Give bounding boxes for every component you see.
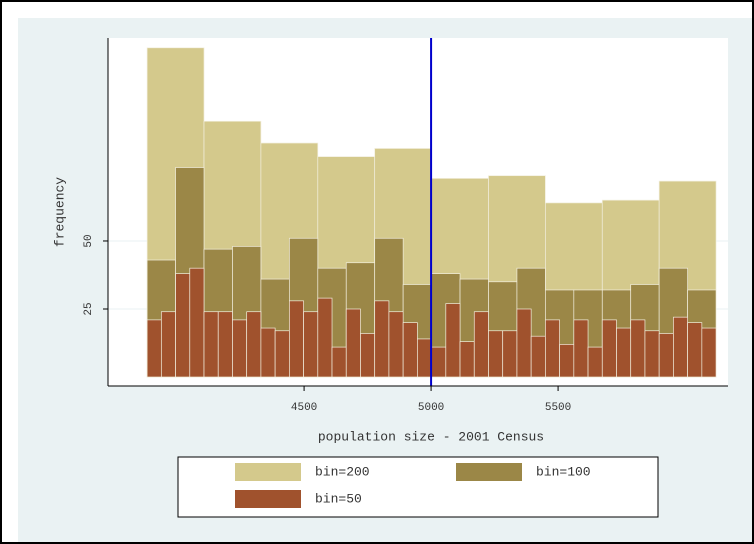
x-axis-title: population size - 2001 Census: [318, 429, 544, 444]
bar: [431, 346, 447, 378]
bar: [701, 327, 717, 378]
bar: [445, 303, 461, 378]
bar: [160, 311, 176, 378]
bar: [232, 319, 248, 378]
bar: [189, 267, 205, 378]
bar: [175, 273, 191, 378]
bar: [559, 344, 575, 378]
bar: [502, 330, 518, 378]
x-tick-label: 4500: [291, 402, 317, 414]
x-tick-label: 5500: [545, 402, 571, 414]
bar: [545, 319, 560, 378]
bar: [146, 319, 162, 378]
bar: [402, 322, 418, 378]
bar: [630, 319, 646, 378]
legend-swatch: [456, 463, 522, 481]
bar: [374, 300, 390, 378]
bar: [459, 341, 475, 378]
legend-label: bin=100: [536, 464, 591, 479]
bar: [473, 311, 489, 378]
bar: [616, 327, 632, 378]
bar: [601, 319, 617, 378]
legend-label: bin=50: [315, 491, 362, 506]
bar: [260, 327, 276, 378]
bar: [217, 311, 233, 378]
bar: [345, 308, 361, 378]
legend-swatch: [235, 490, 301, 508]
legend-swatch: [235, 463, 301, 481]
bar: [331, 346, 347, 378]
bar: [573, 319, 589, 378]
bar: [687, 322, 703, 378]
y-tick-label: 50: [83, 234, 95, 247]
bar: [488, 330, 504, 378]
bar: [289, 300, 304, 378]
bar: [658, 333, 674, 378]
x-tick-label: 5000: [418, 402, 444, 414]
bar: [530, 335, 546, 378]
bar: [516, 308, 532, 378]
bar: [587, 346, 603, 378]
legend-label: bin=200: [315, 464, 370, 479]
y-tick-label: 25: [83, 302, 95, 315]
bar: [360, 333, 376, 378]
bar: [673, 316, 688, 378]
bar: [317, 297, 333, 378]
bar: [203, 311, 219, 378]
bar: [417, 338, 432, 378]
bar: [246, 311, 262, 378]
bar: [388, 311, 404, 378]
bar: [644, 330, 660, 378]
bar: [303, 311, 319, 378]
y-axis-title: frequency: [52, 177, 67, 247]
bar: [274, 330, 290, 378]
